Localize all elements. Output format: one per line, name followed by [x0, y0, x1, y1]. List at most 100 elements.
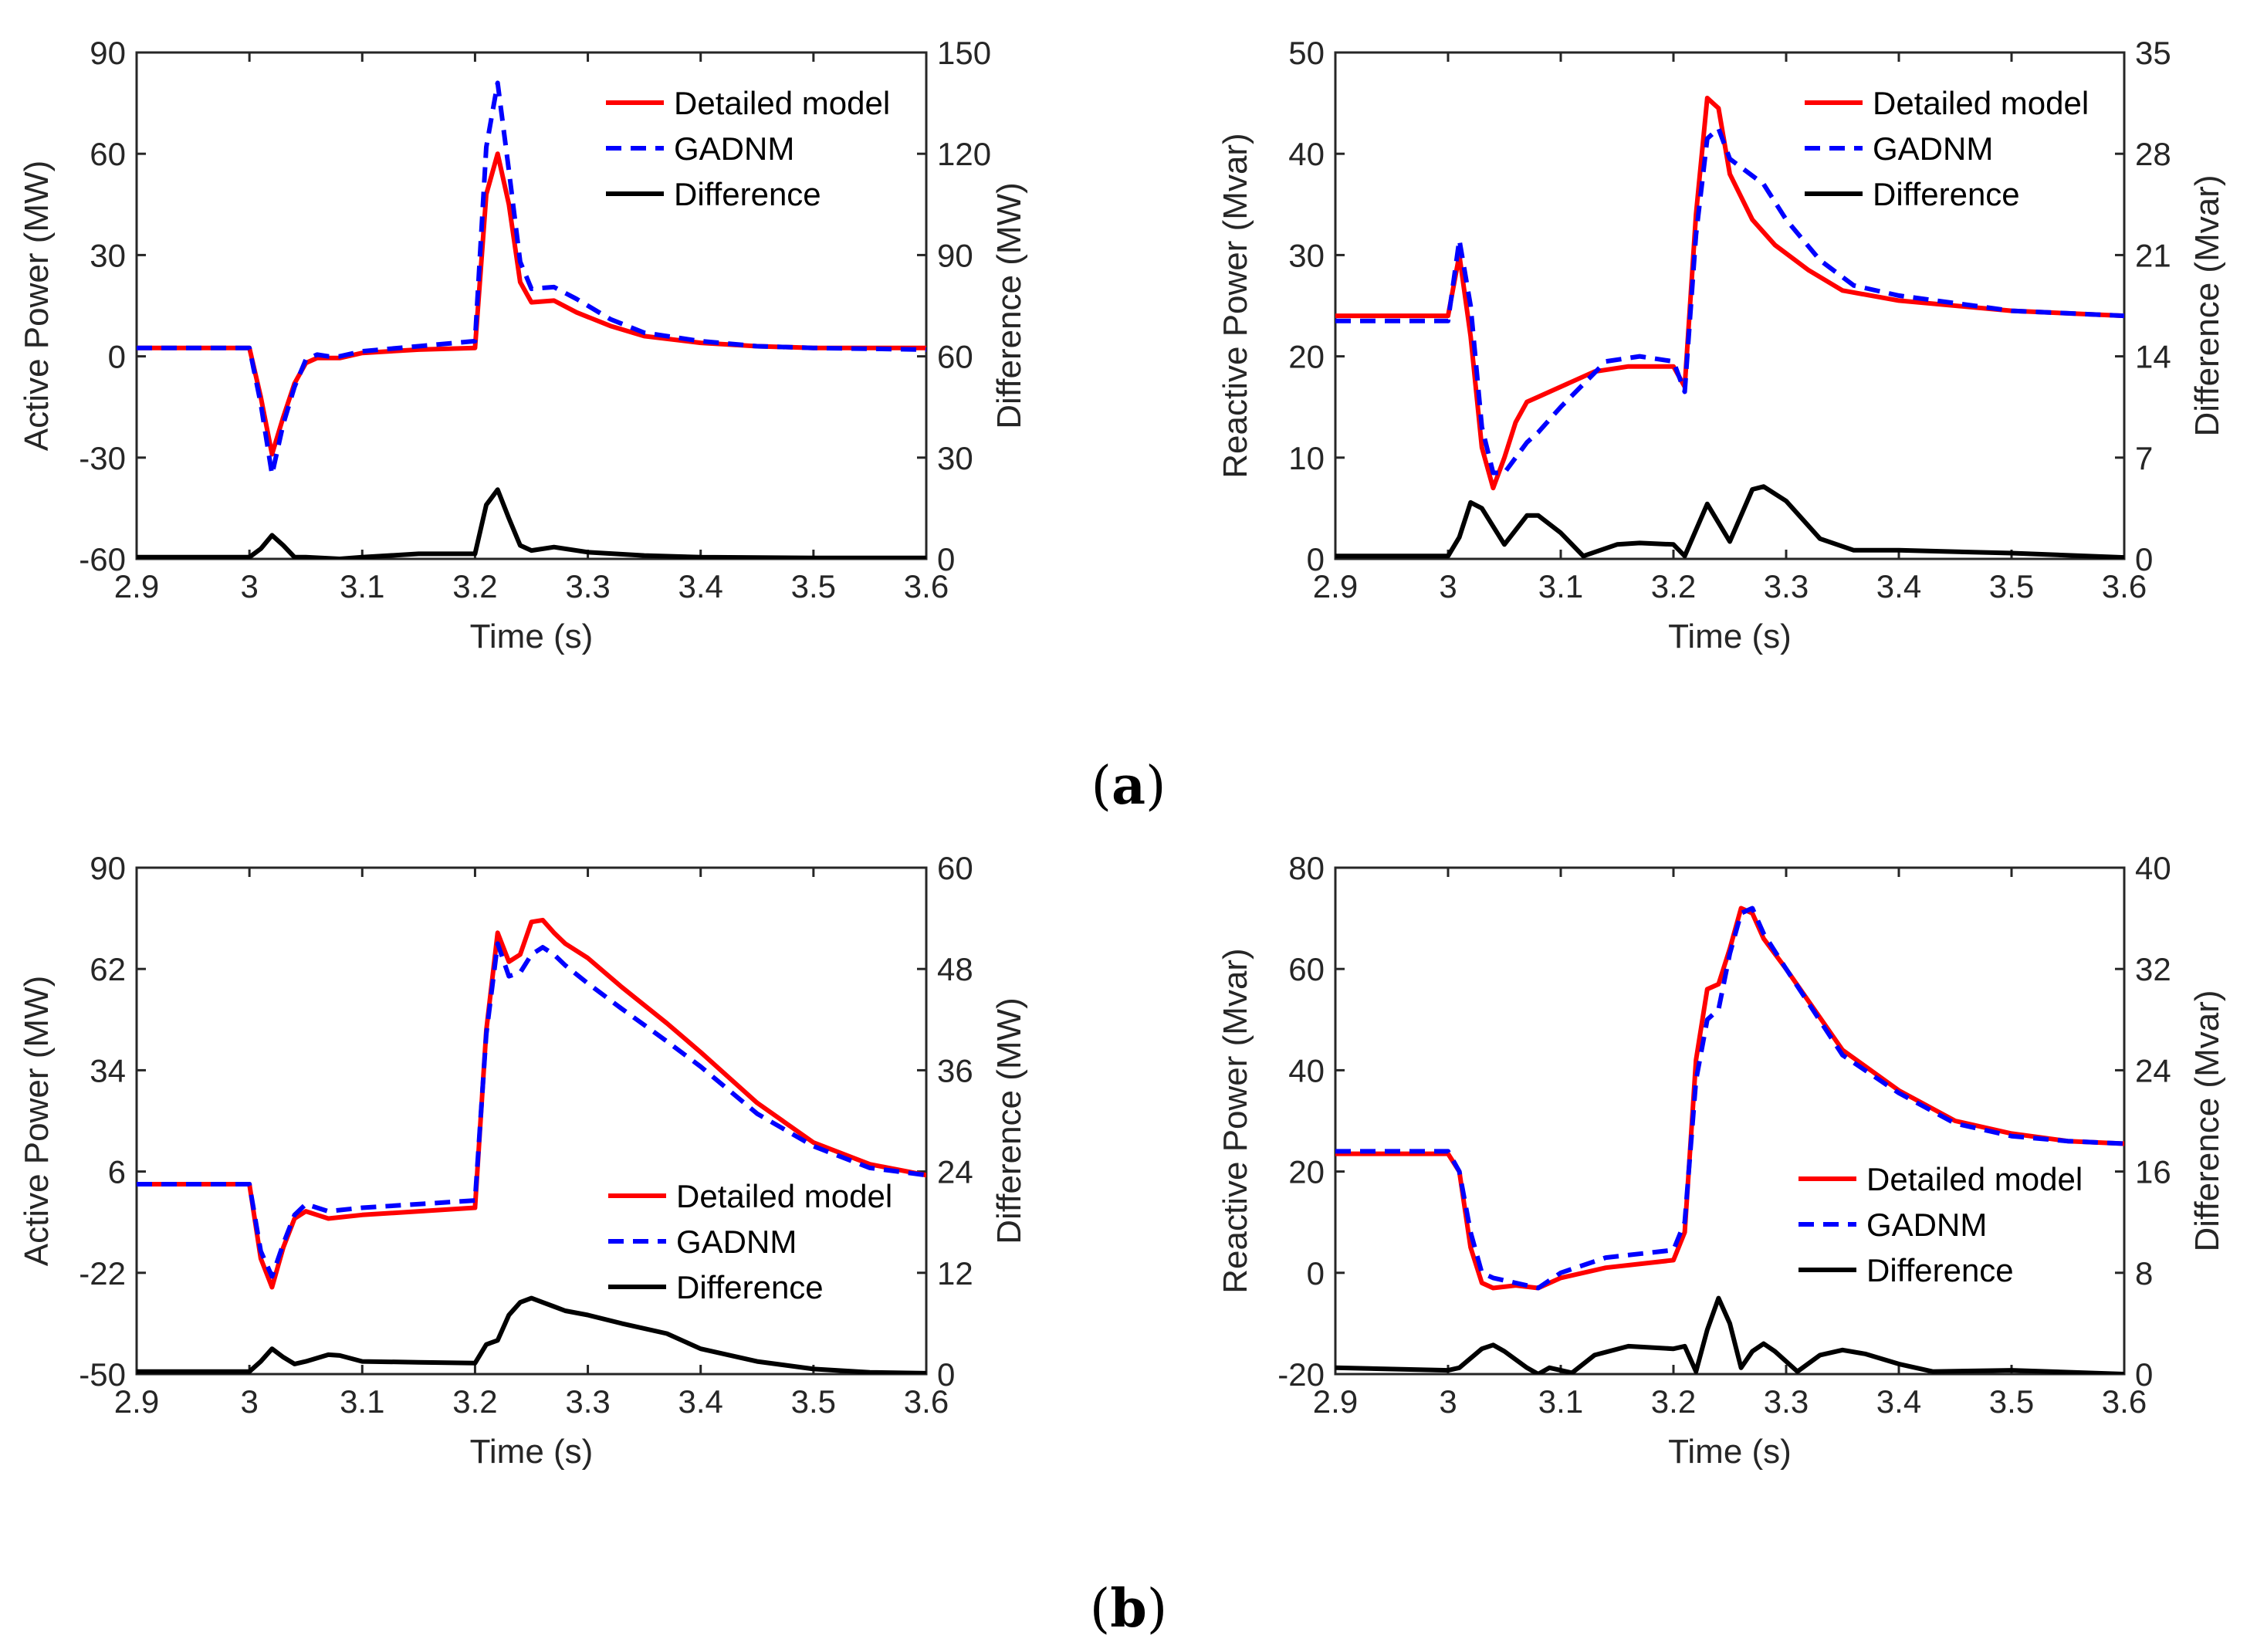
legend-label: GADNM: [674, 130, 794, 167]
y2-tick-label: 24: [2135, 1052, 2171, 1088]
legend-label: Difference: [676, 1269, 824, 1305]
x-tick-label: 3.3: [1764, 1383, 1809, 1420]
y-tick-label: 40: [1288, 136, 1325, 172]
legend: Detailed model GADNM Difference: [1805, 85, 2089, 212]
gadnm-series-line: [137, 941, 926, 1279]
x-tick-label: 3: [240, 1383, 258, 1420]
y2-tick-label: 12: [937, 1255, 973, 1291]
y2-tick-label: 28: [2135, 136, 2171, 172]
x-tick-label: 3: [1439, 1383, 1457, 1420]
y2-tick-label: 16: [2135, 1154, 2171, 1190]
legend-label: Difference: [674, 176, 821, 212]
legend: Detailed model GADNM Difference: [606, 85, 890, 212]
y-tick-label: 0: [1307, 1255, 1325, 1291]
legend-label: Detailed model: [674, 85, 890, 121]
y-tick-label: -22: [79, 1255, 126, 1291]
y-tick-label: 34: [90, 1052, 126, 1088]
y-axis-label: Active Power (MW): [18, 161, 56, 451]
y2-tick-label: 40: [2135, 850, 2171, 886]
y-tick-label: -20: [1277, 1356, 1325, 1393]
legend-label: Difference: [1866, 1252, 2014, 1288]
x-tick-label: 3.5: [791, 1383, 836, 1420]
x-tick-label: 3.4: [678, 568, 723, 604]
y-tick-label: 30: [90, 237, 126, 273]
y2-tick-label: 24: [937, 1154, 973, 1190]
y-tick-label: 20: [1288, 339, 1325, 375]
x-axis-label: Time (s): [470, 618, 594, 655]
panel-label-a: (a): [1091, 755, 1166, 817]
y2-tick-label: 30: [937, 440, 973, 476]
chart-4: 2.9 3 3.1 3.2 3.3 3.4 3.5 3.6 -20 0 20 40 60 80 0 8 16 24…: [1216, 850, 2226, 1471]
x-tick-label: 3.2: [452, 568, 497, 604]
legend-label: GADNM: [1866, 1207, 1987, 1243]
y2-axis-label: Difference (MW): [990, 997, 1028, 1244]
legend-label: Detailed model: [676, 1178, 892, 1214]
y-tick-label: 80: [1288, 850, 1325, 886]
y-tick-label: 0: [108, 339, 126, 375]
y-tick-label: 0: [1307, 541, 1325, 577]
y-tick-label: 10: [1288, 440, 1325, 476]
difference-series-line: [137, 487, 926, 559]
x-axis-label: Time (s): [470, 1433, 594, 1471]
y2-tick-label: 14: [2135, 339, 2171, 375]
x-tick-label: 2.9: [114, 1383, 159, 1420]
legend-label: GADNM: [676, 1224, 797, 1260]
x-tick-label: 3.5: [791, 568, 836, 604]
plot-area: [135, 866, 928, 1376]
y2-tick-label: 0: [937, 541, 955, 577]
y2-tick-label: 0: [2135, 1356, 2153, 1393]
x-tick-label: 3: [1439, 568, 1457, 604]
gadnm-series-line: [1335, 126, 2124, 476]
plot-area: [135, 51, 928, 560]
x-tick-label: 3.5: [1989, 568, 2034, 604]
x-tick-label: 3.2: [452, 1383, 497, 1420]
y2-tick-label: 150: [937, 35, 991, 71]
y2-tick-label: 36: [937, 1052, 973, 1088]
x-tick-label: 3.2: [1651, 568, 1696, 604]
x-tick-label: 3.4: [678, 1383, 723, 1420]
y-tick-label: 60: [90, 136, 126, 172]
gadnm-series-line: [137, 80, 926, 477]
legend: Detailed model GADNM Difference: [1798, 1161, 2083, 1288]
plot-area: [1334, 51, 2126, 560]
x-tick-label: 3: [240, 568, 258, 604]
legend-label: Detailed model: [1873, 85, 2089, 121]
detailed-model-series-line: [1335, 906, 2124, 1291]
x-tick-label: 3.3: [565, 1383, 610, 1420]
x-tick-label: 3.4: [1876, 568, 1921, 604]
x-tick-label: 3.3: [565, 568, 610, 604]
y2-tick-label: 0: [937, 1356, 955, 1393]
y-tick-label: 50: [1288, 35, 1325, 71]
x-tick-label: 3.3: [1764, 568, 1809, 604]
y-tick-label: 20: [1288, 1154, 1325, 1190]
panel-label-b: (b): [1089, 1578, 1168, 1640]
x-axis-label: Time (s): [1668, 1433, 1792, 1471]
chart-3: 2.9 3 3.1 3.2 3.3 3.4 3.5 3.6 -50 -22 6 34 62 90 0 12 24…: [18, 850, 1028, 1471]
y2-tick-label: 120: [937, 136, 991, 172]
x-tick-label: 3.6: [2102, 568, 2147, 604]
x-tick-label: 2.9: [1313, 568, 1358, 604]
y-tick-label: 62: [90, 951, 126, 987]
x-tick-label: 3.1: [340, 1383, 384, 1420]
legend-label: Difference: [1873, 176, 2020, 212]
y-axis-label: Reactive Power (Mvar): [1216, 133, 1254, 478]
x-tick-label: 3.5: [1989, 1383, 2034, 1420]
y-axis-label: Active Power (MW): [18, 976, 56, 1266]
y-tick-label: -30: [79, 440, 126, 476]
x-tick-label: 3.4: [1876, 1383, 1921, 1420]
legend: Detailed model GADNM Difference: [608, 1178, 892, 1305]
y2-tick-label: 60: [937, 339, 973, 375]
y-tick-label: -50: [79, 1356, 126, 1393]
y2-axis-label: Difference (Mvar): [2188, 990, 2226, 1251]
y-axis-label: Reactive Power (Mvar): [1216, 948, 1254, 1293]
x-tick-label: 3.1: [1538, 568, 1583, 604]
y-tick-label: 6: [108, 1154, 126, 1190]
y2-tick-label: 60: [937, 850, 973, 886]
y-tick-label: 30: [1288, 237, 1325, 273]
y-tick-label: 40: [1288, 1052, 1325, 1088]
x-tick-label: 3.1: [1538, 1383, 1583, 1420]
y2-tick-label: 7: [2135, 440, 2153, 476]
y2-tick-label: 8: [2135, 1255, 2153, 1291]
